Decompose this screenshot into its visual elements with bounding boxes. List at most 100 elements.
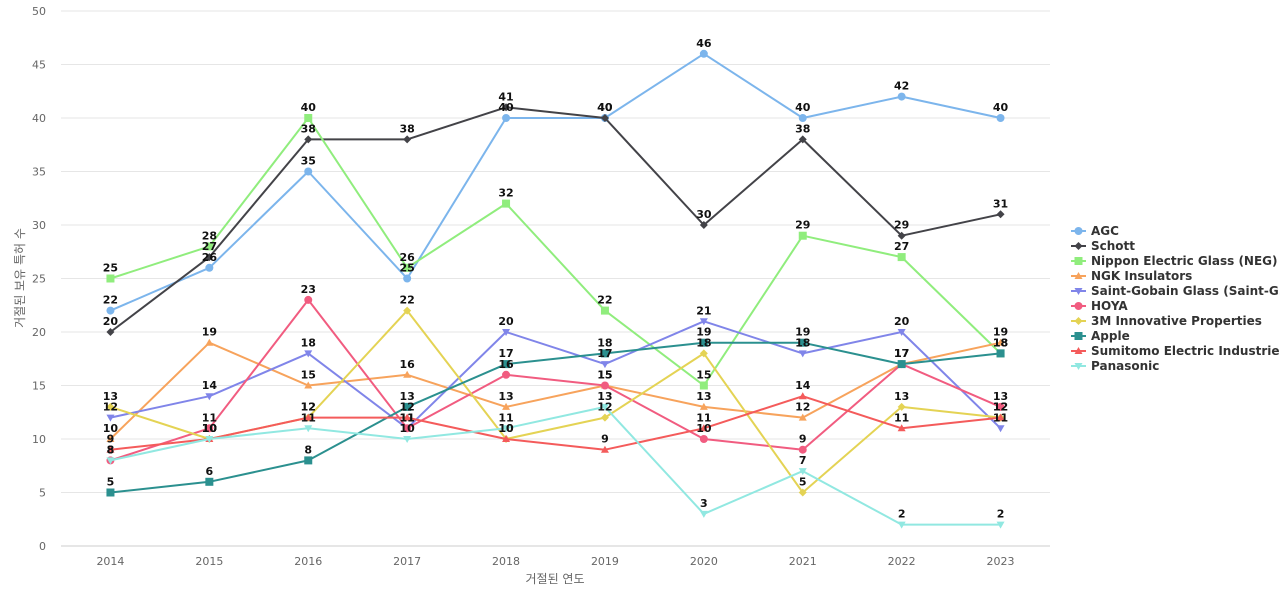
data-label: 12 xyxy=(597,401,612,414)
legend-label: 3M Innovative Properties xyxy=(1091,314,1262,328)
data-label: 12 xyxy=(795,401,810,414)
data-label: 10 xyxy=(103,422,119,435)
data-label: 5 xyxy=(799,476,807,489)
legend-label: HOYA xyxy=(1091,299,1128,313)
legend-item[interactable]: Nippon Electric Glass (NEG) xyxy=(1071,254,1278,268)
data-label: 40 xyxy=(795,101,811,114)
series-line xyxy=(110,341,1001,494)
legend-item[interactable]: Schott xyxy=(1071,239,1135,253)
legend-marker xyxy=(1074,317,1083,325)
data-point xyxy=(205,477,214,486)
data-point xyxy=(205,436,214,443)
data-point xyxy=(600,381,609,390)
y-tick-label: 10 xyxy=(32,433,46,446)
y-tick-label: 35 xyxy=(32,166,46,179)
series-group xyxy=(106,338,1005,497)
data-label: 11 xyxy=(696,411,711,424)
data-point xyxy=(502,425,511,433)
x-tick-label: 2018 xyxy=(492,555,520,568)
data-label: 10 xyxy=(498,422,514,435)
data-point xyxy=(996,521,1005,529)
data-point xyxy=(403,370,412,378)
data-label: 5 xyxy=(107,476,115,489)
legend-item[interactable]: Apple xyxy=(1071,329,1130,343)
data-point xyxy=(798,445,807,454)
data-label: 9 xyxy=(601,433,609,446)
data-point xyxy=(205,253,214,262)
data-point xyxy=(304,167,313,176)
data-point xyxy=(699,402,708,410)
y-tick-label: 20 xyxy=(32,326,46,339)
data-point xyxy=(205,263,214,272)
data-label: 18 xyxy=(597,336,612,349)
x-tick-label: 2022 xyxy=(888,555,916,568)
legend-marker xyxy=(1074,272,1083,279)
data-label: 27 xyxy=(202,240,217,253)
data-label: 23 xyxy=(301,283,316,296)
data-label: 10 xyxy=(202,422,218,435)
legend-label: Panasonic xyxy=(1091,359,1159,373)
data-point xyxy=(699,318,708,326)
data-point xyxy=(798,231,807,240)
data-label: 15 xyxy=(696,369,711,382)
series-line xyxy=(110,395,1001,451)
data-point xyxy=(699,435,708,443)
legend-item[interactable]: Panasonic xyxy=(1071,359,1159,373)
data-label: 19 xyxy=(795,326,810,339)
data-label: 13 xyxy=(894,390,909,403)
data-point xyxy=(502,199,511,208)
data-point xyxy=(106,274,115,283)
data-point xyxy=(106,414,115,422)
series-group xyxy=(106,103,1005,336)
series-line xyxy=(110,117,1002,387)
series-line xyxy=(110,309,1001,494)
data-label: 13 xyxy=(498,390,513,403)
legend-marker xyxy=(1074,363,1083,370)
data-label: 30 xyxy=(696,208,712,221)
y-tick-label: 50 xyxy=(32,5,46,18)
legend-label: NGK Insulators xyxy=(1091,269,1192,283)
legend-item[interactable]: HOYA xyxy=(1071,299,1128,313)
legend-marker xyxy=(1074,242,1083,250)
data-label: 2 xyxy=(997,508,1005,521)
data-label: 12 xyxy=(301,401,316,414)
legend-label: AGC xyxy=(1091,224,1119,238)
data-point xyxy=(897,329,906,336)
series-group xyxy=(106,49,1005,315)
data-point xyxy=(106,402,115,411)
y-tick-label: 45 xyxy=(32,59,46,72)
x-tick-label: 2023 xyxy=(987,555,1015,568)
legend-item[interactable]: Saint-Gobain Glass (Saint-G... xyxy=(1071,284,1280,298)
data-point xyxy=(403,306,412,315)
data-label: 11 xyxy=(498,411,513,424)
legend-item[interactable]: NGK Insulators xyxy=(1071,269,1192,283)
legend-item[interactable]: 3M Innovative Properties xyxy=(1071,314,1262,328)
data-point xyxy=(798,392,807,400)
x-tick-label: 2016 xyxy=(294,555,322,568)
data-point xyxy=(304,114,313,122)
data-label: 9 xyxy=(107,433,115,446)
data-label: 18 xyxy=(795,336,810,349)
data-label: 17 xyxy=(894,347,909,360)
data-point xyxy=(304,350,313,358)
x-tick-label: 2017 xyxy=(393,555,421,568)
data-point xyxy=(502,402,511,410)
data-point xyxy=(897,402,906,411)
legend-item[interactable]: AGC xyxy=(1071,224,1119,238)
data-point xyxy=(798,488,807,497)
data-point xyxy=(403,402,412,411)
series-lines xyxy=(106,49,1005,529)
data-point xyxy=(403,274,412,283)
legend-item[interactable]: Sumitomo Electric Industries xyxy=(1071,344,1280,358)
data-label: 26 xyxy=(202,251,218,264)
data-point xyxy=(699,510,708,518)
legend-marker xyxy=(1074,347,1083,354)
data-label: 3 xyxy=(700,497,708,510)
data-point xyxy=(106,328,115,336)
data-label: 8 xyxy=(304,443,312,456)
data-point xyxy=(600,114,609,122)
data-point xyxy=(699,349,708,358)
legend-marker xyxy=(1074,257,1083,265)
